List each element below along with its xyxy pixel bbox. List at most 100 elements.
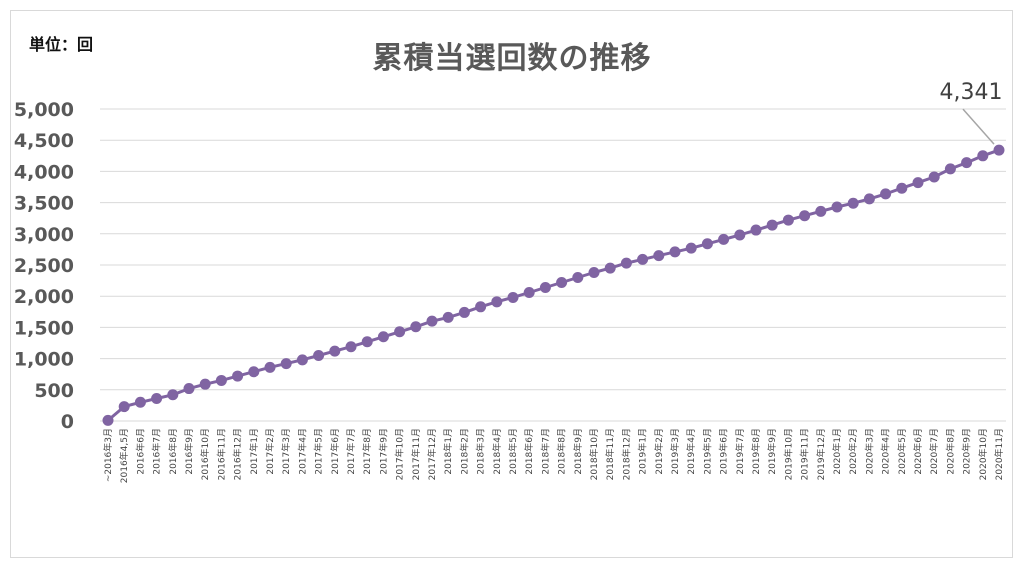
data-point	[782, 214, 794, 226]
y-tick-label: 3,000	[14, 224, 74, 246]
x-tick-label: 2016年12月	[232, 428, 244, 480]
data-point	[329, 345, 341, 357]
x-tick-label: 2016年6月	[134, 428, 146, 475]
data-point	[491, 296, 503, 308]
data-point	[685, 242, 697, 254]
unit-label: 単位：回	[29, 35, 94, 54]
x-tick-label: 2019年6月	[718, 428, 730, 475]
x-tick-label: 2019年7月	[734, 428, 746, 475]
data-point	[377, 331, 389, 343]
data-point	[458, 306, 470, 318]
data-point	[199, 378, 211, 390]
x-tick-label: 2019年10月	[782, 428, 794, 480]
data-point	[361, 336, 373, 348]
data-point	[264, 361, 276, 373]
data-point	[248, 366, 260, 378]
data-label: 4,341	[940, 80, 1003, 105]
x-tick-label: 2017年4月	[296, 428, 308, 475]
data-point	[588, 266, 600, 278]
data-point	[831, 201, 843, 213]
x-tick-label: 2020年6月	[912, 428, 924, 475]
x-tick-label: 2018年1月	[442, 428, 454, 475]
x-tick-label: 2018年6月	[523, 428, 535, 475]
data-point	[977, 150, 989, 162]
x-tick-label: 2016年11月	[215, 428, 227, 480]
plot-area: 4,341	[102, 80, 1005, 426]
data-point	[118, 401, 130, 413]
data-point	[880, 188, 892, 200]
x-tick-label: 2020年4月	[880, 428, 892, 475]
data-point	[507, 291, 519, 303]
x-tick-label: 2020年2月	[847, 428, 859, 475]
x-axis-labels: ~2016年3月 2016年4,5月 2016年6月 2016年7月 2016年8月 20…	[102, 428, 1005, 483]
data-point	[944, 163, 956, 175]
x-tick-label: 2018年7月	[539, 428, 551, 475]
data-point	[896, 182, 908, 194]
x-tick-label: 2018年4月	[491, 428, 503, 475]
x-tick-label: 2019年1月	[637, 428, 649, 475]
data-point	[815, 205, 827, 217]
x-tick-label: 2019年8月	[750, 428, 762, 475]
data-point	[296, 354, 308, 366]
data-point	[734, 229, 746, 241]
x-tick-label: 2017年5月	[313, 428, 325, 475]
x-tick-label: 2016年4,5月	[118, 428, 130, 483]
y-tick-label: 4,500	[14, 130, 74, 152]
data-point	[572, 271, 584, 283]
x-tick-label: 2019年12月	[815, 428, 827, 480]
data-point	[442, 311, 454, 323]
data-point	[313, 349, 325, 361]
data-point	[232, 370, 244, 382]
x-tick-label: 2017年2月	[264, 428, 276, 475]
data-point	[556, 276, 568, 288]
annotation-leader	[962, 108, 995, 145]
x-tick-label: 2020年5月	[896, 428, 908, 475]
series-line	[107, 148, 1000, 422]
data-point	[410, 321, 422, 333]
data-point	[637, 253, 649, 265]
x-tick-label: 2016年9月	[183, 428, 195, 475]
x-tick-label: 2020年9月	[961, 428, 973, 475]
data-point	[604, 262, 616, 274]
data-point	[912, 177, 924, 189]
x-tick-label: ~2016年3月	[102, 428, 114, 482]
x-tick-label: 2018年2月	[458, 428, 470, 475]
data-point	[847, 197, 859, 209]
x-tick-label: 2020年10月	[977, 428, 989, 480]
data-point	[475, 301, 487, 313]
data-point	[653, 250, 665, 262]
data-point	[799, 210, 811, 222]
y-tick-label: 4,000	[14, 161, 74, 183]
x-tick-label: 2017年8月	[361, 428, 373, 475]
x-tick-label: 2019年4月	[685, 428, 697, 475]
data-point	[539, 281, 551, 293]
x-tick-label: 2018年3月	[475, 428, 487, 475]
y-tick-label: 0	[61, 411, 74, 433]
data-point	[345, 341, 357, 353]
data-point	[394, 326, 406, 338]
x-tick-label: 2017年6月	[329, 428, 341, 475]
y-tick-label: 3,500	[14, 193, 74, 215]
data-point	[151, 393, 163, 405]
x-tick-label: 2018年5月	[507, 428, 519, 475]
x-tick-label: 2019年11月	[799, 428, 811, 480]
x-tick-label: 2018年9月	[572, 428, 584, 475]
x-tick-label: 2017年3月	[280, 428, 292, 475]
data-point	[167, 389, 179, 401]
x-tick-label: 2018年12月	[620, 428, 632, 480]
x-tick-label: 2020年11月	[993, 428, 1005, 480]
data-point	[183, 383, 195, 395]
x-tick-label: 2019年3月	[669, 428, 681, 475]
data-point	[215, 374, 227, 386]
x-tick-label: 2017年1月	[248, 428, 260, 475]
x-tick-label: 2017年9月	[377, 428, 389, 475]
gridlines	[100, 108, 1006, 422]
data-point	[134, 396, 146, 408]
data-point	[766, 219, 778, 231]
y-tick-label: 5,000	[14, 99, 74, 121]
chart-frame	[10, 10, 1013, 558]
x-tick-label: 2016年10月	[199, 428, 211, 480]
data-point	[993, 144, 1005, 156]
data-point	[750, 224, 762, 236]
x-tick-label: 2020年3月	[863, 428, 875, 475]
